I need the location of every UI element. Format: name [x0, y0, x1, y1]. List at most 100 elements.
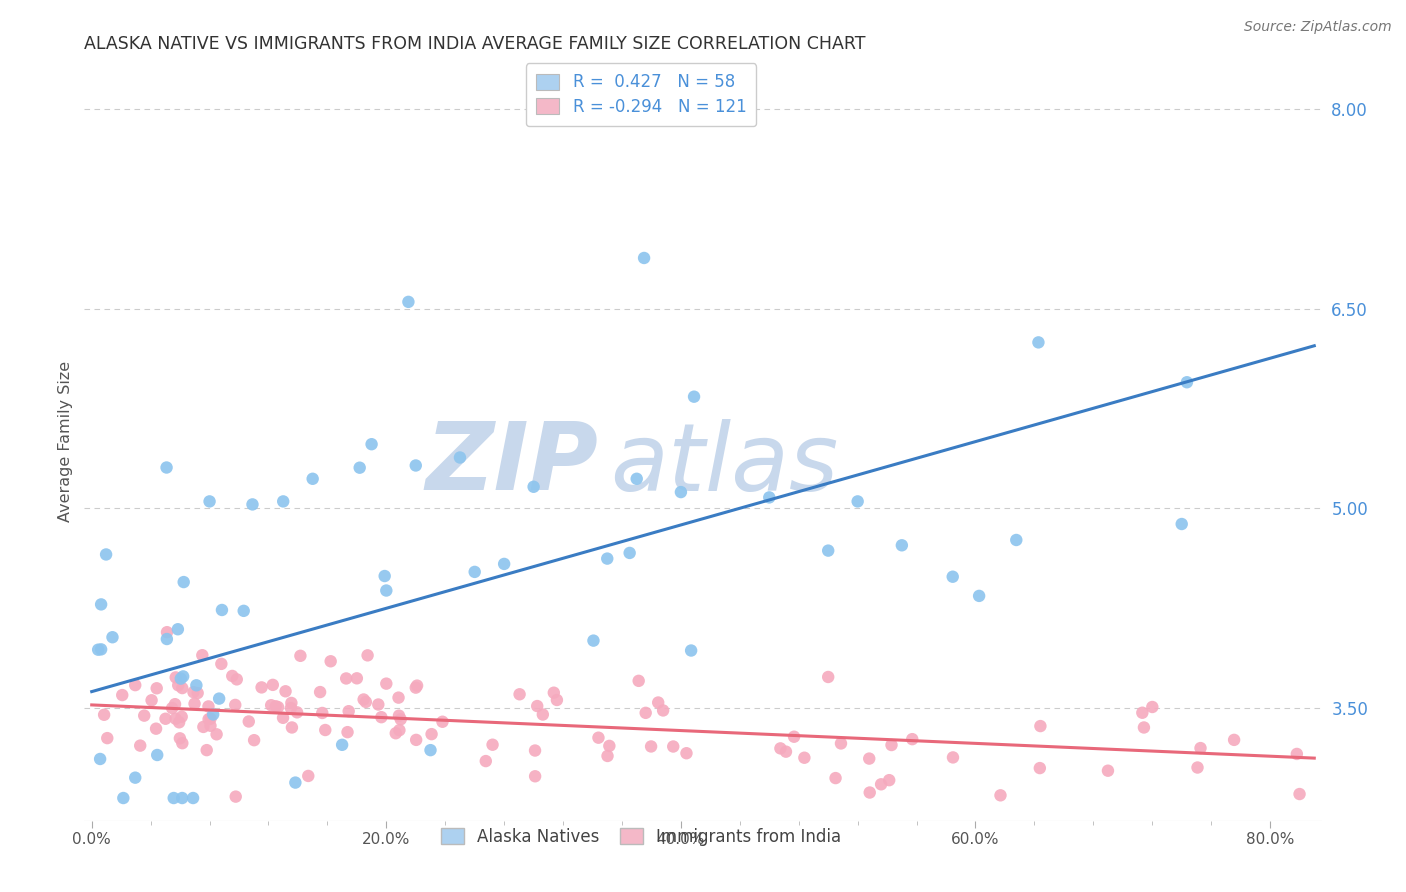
Point — [187, 686, 209, 700]
Point — [389, 712, 412, 726]
Point — [360, 437, 382, 451]
Point — [681, 643, 703, 657]
Point — [870, 777, 893, 791]
Point — [290, 648, 312, 663]
Point — [94, 548, 117, 562]
Point — [675, 746, 697, 760]
Point — [1223, 732, 1246, 747]
Point — [167, 678, 190, 692]
Point — [419, 743, 441, 757]
Point — [531, 707, 554, 722]
Point — [267, 700, 290, 714]
Point — [198, 494, 221, 508]
Point — [271, 711, 294, 725]
Point — [783, 730, 806, 744]
Point — [172, 681, 194, 695]
Point — [367, 698, 389, 712]
Point — [193, 720, 215, 734]
Point — [330, 738, 353, 752]
Point — [134, 708, 156, 723]
Text: atlas: atlas — [610, 418, 838, 510]
Point — [225, 789, 247, 804]
Point — [172, 736, 194, 750]
Point — [509, 687, 531, 701]
Point — [200, 719, 222, 733]
Point — [546, 693, 568, 707]
Point — [626, 472, 648, 486]
Point — [824, 771, 846, 785]
Point — [388, 708, 411, 723]
Point — [87, 642, 110, 657]
Point — [370, 710, 392, 724]
Point — [967, 589, 990, 603]
Point — [405, 681, 427, 695]
Point — [494, 557, 516, 571]
Point — [163, 697, 186, 711]
Point — [264, 699, 287, 714]
Point — [356, 648, 378, 663]
Point — [353, 692, 375, 706]
Point — [374, 569, 396, 583]
Point — [669, 485, 692, 500]
Point — [543, 686, 565, 700]
Point — [111, 688, 134, 702]
Point — [89, 752, 111, 766]
Point — [197, 699, 219, 714]
Point — [337, 704, 360, 718]
Point — [640, 739, 662, 754]
Legend: Alaska Natives, Immigrants from India: Alaska Natives, Immigrants from India — [433, 820, 849, 854]
Point — [271, 494, 294, 508]
Point — [274, 684, 297, 698]
Point — [167, 622, 190, 636]
Point — [155, 460, 177, 475]
Point — [769, 741, 792, 756]
Point — [652, 703, 675, 717]
Point — [155, 712, 177, 726]
Point — [449, 450, 471, 465]
Point — [262, 678, 284, 692]
Point — [830, 736, 852, 750]
Point — [1285, 747, 1308, 761]
Point — [387, 690, 409, 705]
Point — [297, 769, 319, 783]
Point — [160, 701, 183, 715]
Point — [197, 712, 219, 726]
Point — [1130, 706, 1153, 720]
Point — [309, 685, 332, 699]
Point — [301, 472, 323, 486]
Text: ZIP: ZIP — [425, 418, 598, 510]
Point — [281, 721, 304, 735]
Point — [112, 791, 135, 805]
Point — [169, 731, 191, 746]
Point — [1097, 764, 1119, 778]
Point — [163, 791, 186, 805]
Point — [758, 491, 780, 505]
Point — [683, 390, 706, 404]
Point — [172, 669, 194, 683]
Point — [250, 681, 273, 695]
Point — [1142, 700, 1164, 714]
Point — [406, 679, 429, 693]
Point — [238, 714, 260, 729]
Point — [242, 497, 264, 511]
Point — [225, 673, 247, 687]
Text: Source: ZipAtlas.com: Source: ZipAtlas.com — [1244, 20, 1392, 34]
Point — [221, 669, 243, 683]
Point — [346, 671, 368, 685]
Point — [598, 739, 620, 753]
Point — [647, 696, 669, 710]
Point — [582, 633, 605, 648]
Point — [405, 732, 427, 747]
Point — [1029, 761, 1052, 775]
Point — [1170, 516, 1192, 531]
Point — [523, 480, 546, 494]
Point — [588, 731, 610, 745]
Point — [524, 743, 547, 757]
Point — [858, 751, 880, 765]
Point — [260, 698, 283, 713]
Text: ALASKA NATIVE VS IMMIGRANTS FROM INDIA AVERAGE FAMILY SIZE CORRELATION CHART: ALASKA NATIVE VS IMMIGRANTS FROM INDIA A… — [84, 35, 866, 53]
Point — [209, 657, 232, 671]
Point — [432, 714, 454, 729]
Point — [524, 769, 547, 783]
Point — [405, 458, 427, 473]
